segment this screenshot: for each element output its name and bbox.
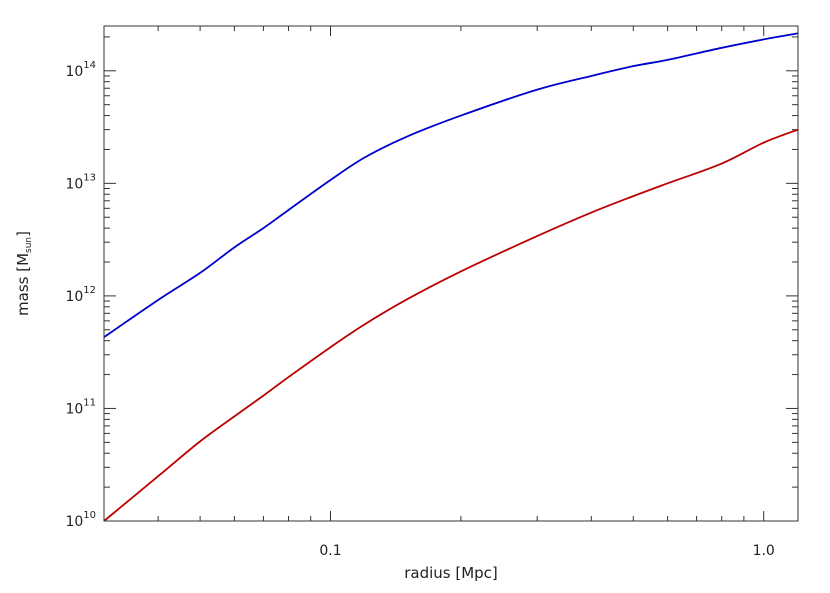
- x-axis-title: radius [Mpc]: [404, 564, 498, 582]
- y-tick-exponent: 11: [83, 397, 96, 408]
- y-tick-label: 1012: [65, 285, 96, 305]
- series-group: [103, 32, 799, 522]
- y-axis-title-sub: sun: [24, 237, 34, 253]
- series-line-red: [103, 128, 799, 522]
- y-tick-exponent: 13: [83, 172, 96, 183]
- y-tick-label: 1010: [65, 510, 96, 530]
- x-tick-label: 0.1: [319, 543, 341, 559]
- y-tick-exponent: 12: [83, 285, 96, 296]
- x-tick-label: 1.0: [753, 543, 775, 559]
- axis-ticks: [103, 26, 798, 522]
- y-axis-title-main: mass [M: [14, 253, 32, 316]
- series-line-blue: [103, 32, 799, 338]
- y-tick-base: 10: [65, 289, 83, 305]
- y-axis-title: mass [Msun]: [14, 231, 34, 316]
- plot-frame: [103, 25, 799, 522]
- y-axis-title-end: ]: [14, 231, 32, 237]
- y-tick-base: 10: [65, 514, 83, 530]
- y-tick-label: 1011: [65, 397, 96, 417]
- y-tick-exponent: 10: [83, 510, 96, 521]
- y-tick-base: 10: [65, 176, 83, 192]
- y-tick-exponent: 14: [83, 60, 96, 71]
- y-tick-label: 1013: [65, 172, 96, 192]
- y-tick-base: 10: [65, 64, 83, 80]
- y-tick-label: 1014: [65, 60, 96, 80]
- y-tick-base: 10: [65, 401, 83, 417]
